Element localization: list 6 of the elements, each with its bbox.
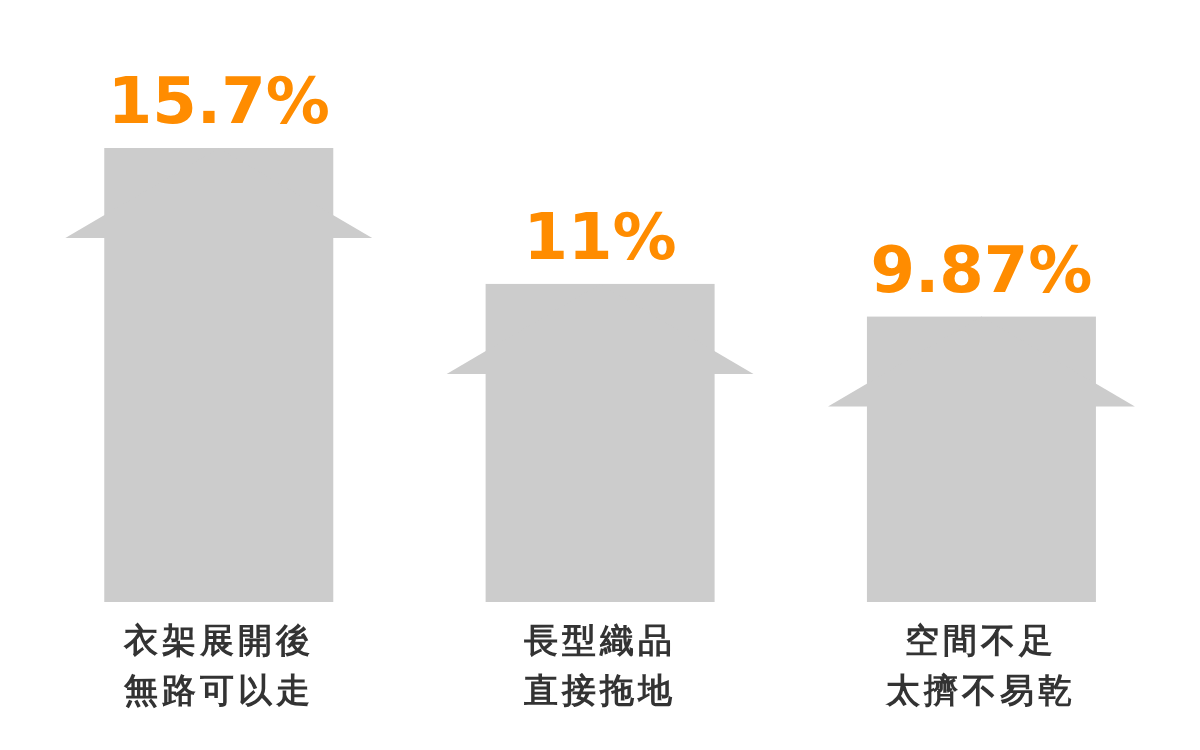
data-label: 11% — [523, 199, 677, 274]
x-tick-label: 衣架展開後無路可以走 — [122, 620, 314, 710]
x-tick-label: 長型織品直接拖地 — [523, 620, 676, 710]
data-label: 15.7% — [107, 64, 330, 138]
data-label: 9.87% — [870, 232, 1093, 307]
x-tick-label: 空間不足太擠不易乾 — [885, 620, 1077, 710]
